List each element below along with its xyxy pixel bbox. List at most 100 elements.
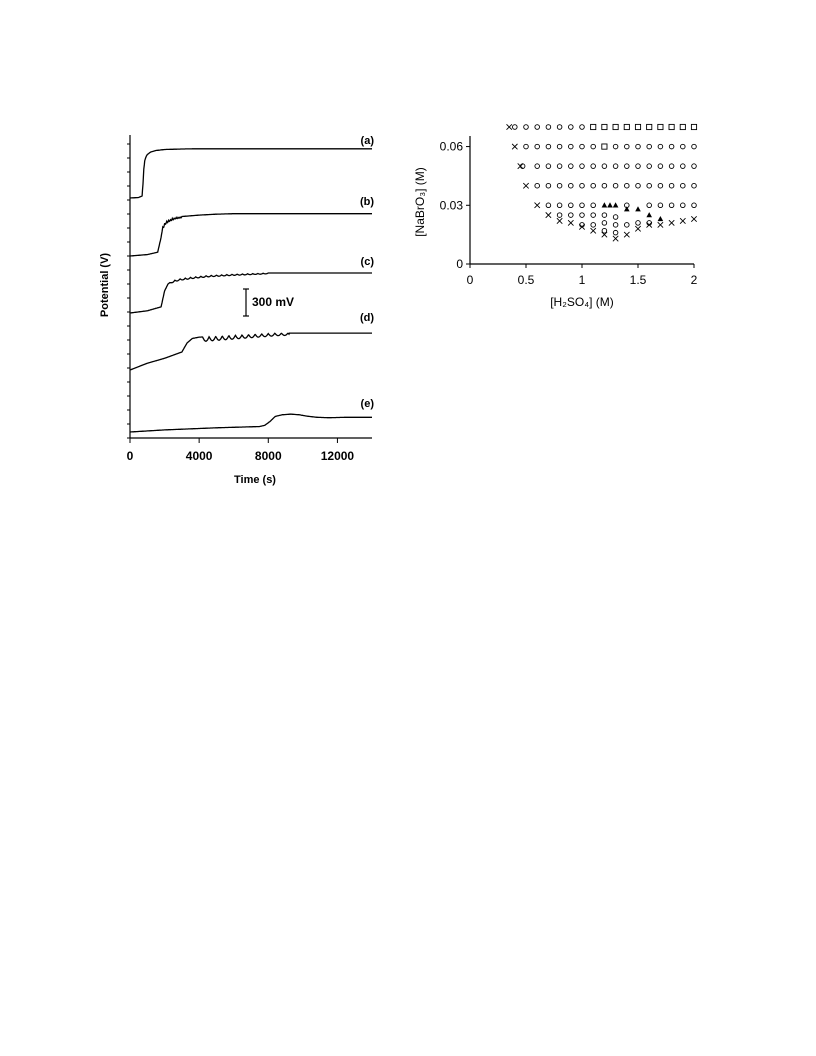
scale-bar: 300 mV: [243, 288, 294, 317]
x-tick-label: 0.5: [518, 273, 535, 287]
point-circle: [512, 124, 518, 130]
x-tick-label: 1: [579, 273, 586, 287]
point-circle: [612, 163, 619, 169]
point-circle: [590, 163, 596, 169]
point-circle: [579, 163, 585, 169]
point-triangle: [612, 202, 619, 208]
y-axis-label: Potential (V): [99, 253, 111, 318]
point-circle: [590, 222, 596, 228]
point-circle: [545, 202, 552, 209]
point-circle: [601, 227, 608, 234]
point-circle: [624, 182, 630, 189]
trace-label: (b): [360, 196, 374, 208]
point-circle: [601, 163, 608, 169]
point-cross: [668, 219, 675, 226]
point-cross: [517, 163, 524, 170]
point-circle: [568, 163, 574, 169]
y-axis-label: [NaBrO₃] (M): [413, 167, 427, 237]
point-square: [634, 123, 642, 131]
trace-label: (e): [361, 398, 375, 410]
point-circle: [635, 163, 641, 169]
x-axis-label: Time (s): [234, 474, 276, 486]
point-cross: [556, 217, 563, 224]
point-cross: [601, 231, 608, 238]
point-circle: [635, 182, 641, 189]
point-cross: [612, 235, 619, 242]
point-triangle: [607, 202, 613, 208]
point-circle: [601, 220, 608, 226]
point-square: [646, 123, 653, 131]
x-tick-label: 8000: [255, 449, 282, 463]
point-circle: [556, 124, 563, 130]
point-cross: [657, 221, 664, 228]
point-square: [690, 123, 698, 131]
trace-c: [129, 272, 372, 314]
point-circle: [523, 124, 529, 130]
point-cross: [623, 231, 630, 238]
point-circle: [657, 202, 664, 209]
point-circle: [568, 202, 574, 209]
point-circle: [612, 182, 619, 189]
point-circle: [635, 143, 641, 150]
point-circle: [612, 222, 619, 228]
x-tick-label: 2: [691, 273, 698, 287]
point-square: [668, 123, 675, 131]
point-circle: [579, 143, 585, 150]
point-square: [679, 123, 686, 131]
phase-diagram-chart: 0 0.03 0.06 0 0.5 1 1.5 2 [H₂SO₄] (M) [NaBrO₃]…: [413, 123, 698, 309]
data-points: [506, 123, 698, 242]
point-circle: [612, 143, 619, 150]
point-circle: [579, 182, 585, 189]
point-circle: [624, 222, 630, 228]
x-tick-label: 1.5: [630, 273, 647, 287]
point-square: [590, 123, 597, 131]
point-square: [623, 123, 630, 131]
point-circle: [590, 143, 596, 150]
point-circle: [556, 212, 563, 218]
point-circle: [590, 212, 596, 218]
point-circle: [545, 182, 552, 189]
point-square: [657, 123, 664, 131]
y-tick-label: 0.06: [440, 140, 464, 154]
point-circle: [612, 229, 619, 236]
point-circle: [668, 163, 675, 169]
point-triangle: [646, 212, 652, 218]
traces: (a) (b) (c) (d) (e): [129, 135, 375, 433]
point-circle: [624, 163, 630, 169]
point-circle: [635, 220, 641, 226]
point-circle: [668, 182, 675, 189]
point-circle: [579, 124, 585, 130]
y-tick-label: 0.03: [440, 198, 464, 212]
trace-label: (c): [361, 256, 375, 268]
point-circle: [545, 143, 552, 150]
point-cross: [534, 202, 541, 209]
trace-b: [130, 213, 372, 257]
point-cross: [578, 223, 586, 230]
point-cross: [567, 219, 574, 226]
x-tick-label: 0: [127, 449, 134, 463]
point-circle: [657, 182, 664, 189]
point-triangle: [624, 206, 630, 212]
trace-a: [130, 148, 372, 199]
point-circle: [556, 143, 563, 150]
potential-time-chart: 0 4000 8000 12000 (a) (b) (c) (d) (e) 300 mV Ti…: [99, 135, 374, 486]
trace-e: [130, 413, 372, 433]
point-circle: [568, 143, 574, 150]
point-cross: [522, 182, 530, 189]
point-circle: [691, 182, 697, 189]
point-cross: [590, 227, 597, 234]
point-circle: [668, 143, 675, 150]
x-tick-label: 12000: [321, 449, 355, 463]
point-circle: [534, 163, 540, 169]
point-circle: [668, 202, 675, 209]
point-cross: [545, 212, 552, 219]
x-axis-ticks: 0 0.5 1 1.5 2: [467, 264, 698, 287]
point-circle: [579, 202, 585, 209]
y-axis-ticks: [127, 143, 130, 439]
point-cross: [679, 217, 686, 224]
point-circle: [680, 143, 686, 150]
point-cross: [506, 123, 513, 131]
point-circle: [691, 163, 697, 169]
point-cross: [646, 221, 653, 228]
